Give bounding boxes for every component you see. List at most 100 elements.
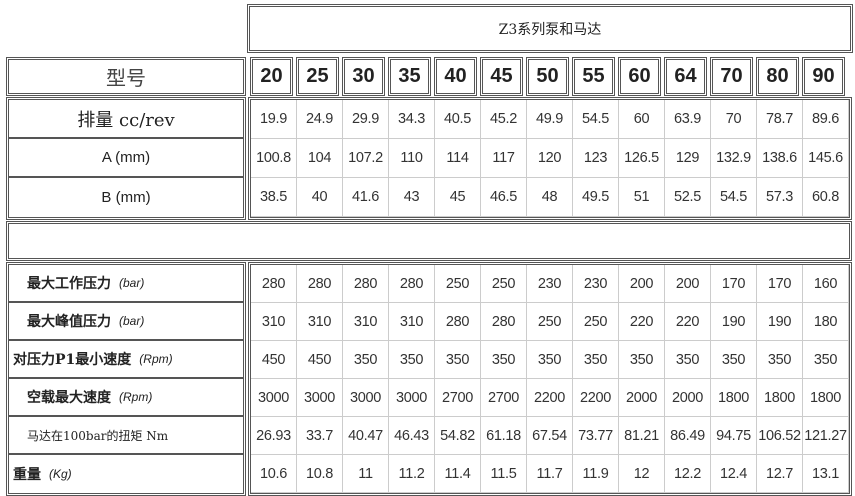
table-cell: 40.5 [435, 100, 481, 139]
table-cell: 230 [527, 265, 573, 303]
model-header-cell: 50 [526, 57, 569, 96]
table-cell: 132.9 [711, 139, 757, 178]
table-cell: 34.3 [389, 100, 435, 139]
row-label: 重量 [13, 467, 41, 483]
table-cell: 29.9 [343, 100, 389, 139]
table-cell: 45 [435, 178, 481, 217]
table-cell: 2200 [527, 379, 573, 417]
top-data-grid: 19.9 24.9 29.9 34.3 40.5 45.2 49.9 54.5 60 63.9 70… [248, 97, 852, 220]
row-label: B (mm) [101, 189, 151, 206]
row-label-cell: 最大工作压力 (bar) [9, 265, 243, 303]
table-cell: 350 [803, 341, 849, 379]
table-cell: 1800 [711, 379, 757, 417]
table-cell: 121.27 [803, 417, 849, 455]
table-cell: 11.9 [573, 455, 619, 493]
table-cell: 190 [757, 303, 803, 341]
table-cell: 1800 [803, 379, 849, 417]
table-cell: 220 [665, 303, 711, 341]
table-cell: 46.43 [389, 417, 435, 455]
table-cell: 11 [343, 455, 389, 493]
table-cell: 450 [297, 341, 343, 379]
table-cell: 48 [527, 178, 573, 217]
table-cell: 40.47 [343, 417, 389, 455]
table-cell: 107.2 [343, 139, 389, 178]
row-unit: (Rpm) [139, 352, 173, 366]
model-header-cell: 80 [756, 57, 799, 96]
row-unit: (bar) [119, 276, 145, 290]
table-cell: 126.5 [619, 139, 665, 178]
row-label: 马达在100bar的扭矩 Nm [27, 428, 169, 443]
table-cell: 45.2 [481, 100, 527, 139]
table-cell: 61.18 [481, 417, 527, 455]
table-cell: 73.77 [573, 417, 619, 455]
table-cell: 54.82 [435, 417, 481, 455]
table-cell: 180 [803, 303, 849, 341]
table-cell: 2200 [573, 379, 619, 417]
table-cell: 170 [757, 265, 803, 303]
table-cell: 250 [573, 303, 619, 341]
model-header-cell: 30 [342, 57, 385, 96]
table-cell: 280 [435, 303, 481, 341]
table-cell: 13.1 [803, 455, 849, 493]
table-cell: 138.6 [757, 139, 803, 178]
table-cell: 54.5 [573, 100, 619, 139]
table-cell: 11.5 [481, 455, 527, 493]
table-cell: 350 [573, 341, 619, 379]
row-label-cell: 重量 (Kg) [9, 455, 243, 493]
table-cell: 24.9 [297, 100, 343, 139]
model-header-cell: 45 [480, 57, 523, 96]
bottom-data-grid: 280 280 280 280 250 250 230 230 200 200 170 170 160 3… [248, 262, 852, 496]
table-cell: 310 [389, 303, 435, 341]
table-cell: 43 [389, 178, 435, 217]
table-cell: 114 [435, 139, 481, 178]
table-cell: 350 [435, 341, 481, 379]
table-cell: 123 [573, 139, 619, 178]
table-cell: 41.6 [343, 178, 389, 217]
row-label-cell: 马达在100bar的扭矩 Nm [9, 417, 243, 455]
table-cell: 63.9 [665, 100, 711, 139]
table-cell: 280 [481, 303, 527, 341]
row-label: 最大工作压力 [27, 276, 111, 292]
table-cell: 100.8 [251, 139, 297, 178]
table-cell: 220 [619, 303, 665, 341]
table-cell: 120 [527, 139, 573, 178]
table-cell: 3000 [297, 379, 343, 417]
table-cell: 280 [389, 265, 435, 303]
row-label: 排量 cc/rev [77, 109, 175, 131]
table-cell: 52.5 [665, 178, 711, 217]
model-header-cell: 64 [664, 57, 707, 96]
table-cell: 350 [389, 341, 435, 379]
table-cell: 19.9 [251, 100, 297, 139]
top-labels: 排量 cc/rev A (mm) B (mm) [6, 97, 246, 220]
table-cell: 12.2 [665, 455, 711, 493]
table-cell: 38.5 [251, 178, 297, 217]
model-header-cell: 90 [802, 57, 845, 96]
table-cell: 10.8 [297, 455, 343, 493]
table-cell: 1800 [757, 379, 803, 417]
row-label-cell: 排量 cc/rev [9, 100, 243, 139]
table-cell: 67.54 [527, 417, 573, 455]
table-title: Z3系列泵和马达 [247, 4, 853, 53]
table-cell: 46.5 [481, 178, 527, 217]
row-label-cell: 最大峰值压力 (bar) [9, 303, 243, 341]
table-cell: 3000 [251, 379, 297, 417]
row-label-cell: B (mm) [9, 178, 243, 217]
model-header-row: 20 25 30 35 40 45 50 55 60 64 70 80 90 [250, 57, 850, 96]
table-cell: 3000 [389, 379, 435, 417]
table-cell: 54.5 [711, 178, 757, 217]
table-cell: 350 [665, 341, 711, 379]
table-cell: 117 [481, 139, 527, 178]
table-cell: 170 [711, 265, 757, 303]
table-cell: 310 [343, 303, 389, 341]
model-label-cell: 型号 [6, 57, 246, 96]
row-unit: (bar) [119, 314, 145, 328]
table-cell: 310 [251, 303, 297, 341]
table-cell: 2700 [435, 379, 481, 417]
table-cell: 2000 [665, 379, 711, 417]
model-label: 型号 [106, 66, 146, 90]
table-cell: 51 [619, 178, 665, 217]
table-cell: 350 [757, 341, 803, 379]
table-cell: 129 [665, 139, 711, 178]
row-label: 对压力P1最小速度 [13, 352, 132, 368]
model-header-cell: 35 [388, 57, 431, 96]
